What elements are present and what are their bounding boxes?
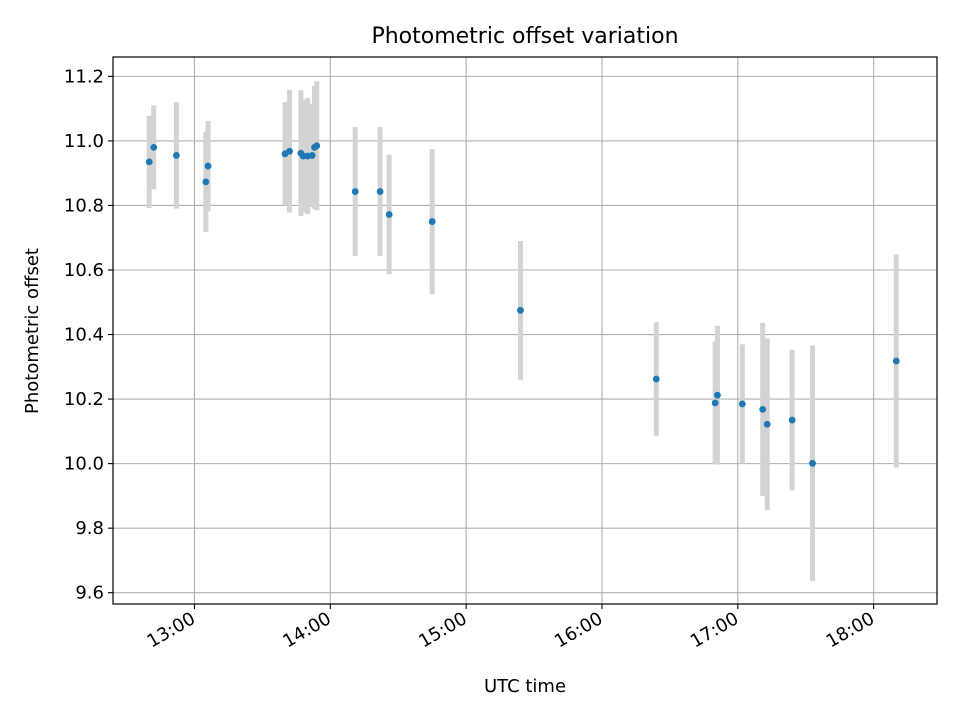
y-axis-label: Photometric offset (22, 248, 43, 414)
plot-area-frame (112, 56, 938, 605)
y-tick-label: 10.6 (64, 260, 104, 281)
y-tick-label: 10.4 (64, 325, 104, 346)
y-tick-label: 9.8 (75, 518, 104, 539)
data-point (714, 391, 721, 399)
y-axis-ticks: 9.6 9.8 10.0 10.2 10.4 10.6 10.8 11.0 11.2 (64, 66, 113, 604)
data-point (172, 152, 180, 159)
y-tick-label: 10.2 (64, 389, 104, 410)
chart-title: Photometric offset variation (371, 24, 678, 49)
data-point (738, 400, 746, 408)
x-axis-label: UTC time (484, 676, 566, 697)
data-point (892, 357, 900, 365)
data-point (351, 188, 359, 195)
data-point (313, 142, 321, 150)
y-tick-label: 9.6 (75, 583, 104, 604)
data-point (759, 406, 767, 413)
data-point (376, 188, 384, 195)
data-point (204, 162, 212, 170)
y-tick-label: 10.0 (64, 454, 104, 475)
data-point (711, 399, 719, 407)
data-point (308, 152, 316, 159)
data-point (809, 459, 816, 467)
data-point (145, 158, 153, 166)
data-point (385, 211, 393, 218)
data-point (202, 178, 210, 186)
data-point (788, 416, 796, 424)
data-point (763, 420, 771, 428)
data-point (517, 306, 524, 314)
data-point (286, 147, 293, 155)
data-points (145, 142, 900, 467)
y-tick-label: 10.8 (64, 195, 104, 216)
data-point (428, 218, 436, 225)
y-tick-label: 11.2 (64, 66, 104, 87)
data-point (150, 143, 158, 151)
y-tick-label: 11.0 (64, 131, 104, 152)
data-point (652, 375, 660, 383)
grid-lines (113, 57, 937, 604)
